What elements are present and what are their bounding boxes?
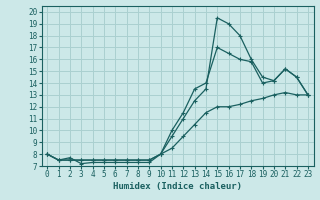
X-axis label: Humidex (Indice chaleur): Humidex (Indice chaleur) — [113, 182, 242, 191]
